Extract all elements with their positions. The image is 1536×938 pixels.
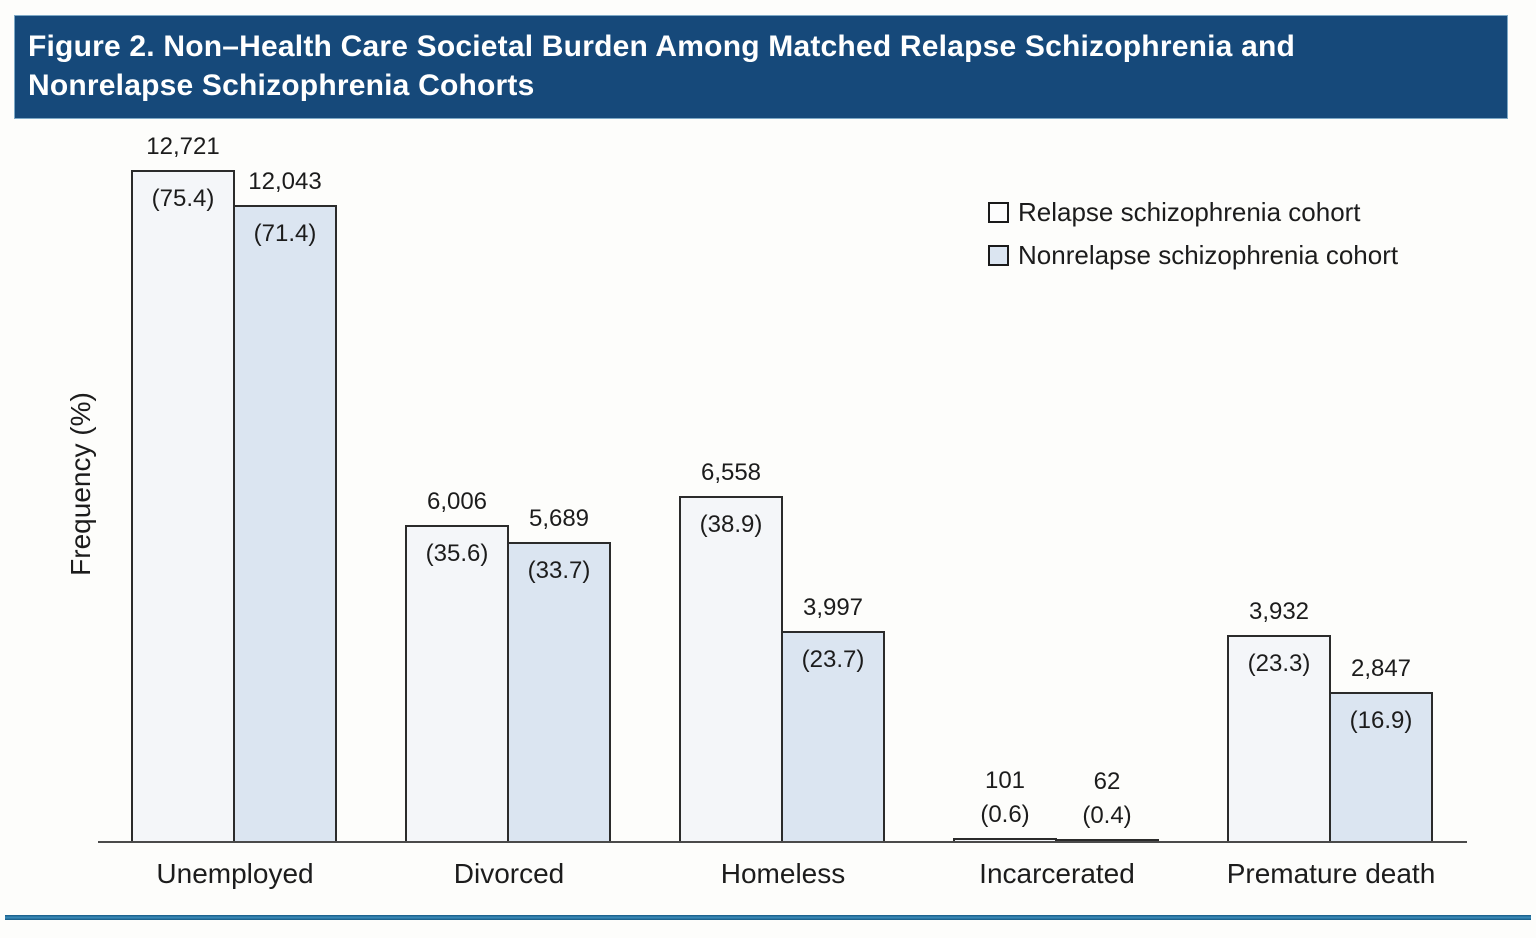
figure-title-line-2: Nonrelapse Schizophrenia Cohorts [28, 69, 535, 102]
category-label-incarcerated: Incarcerated [979, 858, 1135, 889]
legend-swatch-nonrelapse-icon [988, 244, 1009, 266]
bar-percent-label-nonrelapse-homeless: (23.7) [801, 646, 865, 674]
category-label-divorced: Divorced [453, 858, 565, 889]
bar-count-label-relapse-incarcerated: 101 [984, 766, 1026, 794]
bottom-divider-rule [5, 915, 1531, 920]
legend-swatch-relapse-icon [988, 201, 1009, 223]
category-label-unemployed: Unemployed [156, 858, 314, 889]
bar-percent-label-nonrelapse-unemployed: (71.4) [253, 220, 317, 248]
bar-percent-label-relapse-homeless: (38.9) [699, 510, 763, 538]
category-label-homeless: Homeless [720, 858, 846, 889]
legend-item-nonrelapse: Nonrelapse schizophrenia cohort [988, 240, 1398, 270]
x-axis-line [98, 841, 1467, 843]
figure-title-bar: Figure 2. Non–Health Care Societal Burde… [14, 15, 1508, 119]
bar-percent-label-nonrelapse-incarcerated: (0.4) [1082, 802, 1132, 829]
bar-count-label-nonrelapse-premature-death: 2,847 [1350, 655, 1412, 683]
bar-relapse-unemployed [131, 169, 235, 843]
bar-percent-label-relapse-premature-death: (23.3) [1247, 649, 1311, 677]
bar-count-label-relapse-homeless: 6,558 [700, 458, 762, 486]
bar-count-label-nonrelapse-incarcerated: 62 [1093, 768, 1121, 795]
bar-count-label-relapse-divorced: 6,006 [426, 488, 488, 516]
bar-percent-label-relapse-divorced: (35.6) [425, 540, 489, 568]
bar-percent-label-relapse-unemployed: (75.4) [151, 184, 215, 212]
bar-count-label-nonrelapse-homeless: 3,997 [802, 594, 864, 622]
y-axis-label: Frequency (%) [65, 392, 96, 576]
bar-relapse-homeless [679, 495, 783, 843]
bar-nonrelapse-divorced [507, 542, 611, 843]
legend-label-relapse: Relapse schizophrenia cohort [1018, 196, 1361, 227]
bar-count-label-relapse-premature-death: 3,932 [1248, 597, 1310, 625]
legend-label-nonrelapse: Nonrelapse schizophrenia cohort [1018, 239, 1399, 270]
bar-count-label-nonrelapse-unemployed: 12,043 [248, 168, 322, 196]
bar-nonrelapse-unemployed [233, 205, 337, 843]
bar-percent-label-nonrelapse-divorced: (33.7) [527, 557, 591, 585]
bar-count-label-relapse-unemployed: 12,721 [146, 132, 220, 160]
bar-count-label-nonrelapse-divorced: 5,689 [528, 505, 590, 533]
bar-relapse-premature-death [1227, 634, 1331, 843]
bar-percent-label-relapse-incarcerated: (0.6) [980, 800, 1030, 828]
figure-title-line-1: Figure 2. Non–Health Care Societal Burde… [28, 30, 1296, 63]
bar-percent-label-nonrelapse-premature-death: (16.9) [1349, 707, 1413, 735]
category-label-premature-death: Premature death [1226, 858, 1436, 889]
legend: Relapse schizophrenia cohort Nonrelapse … [988, 197, 1398, 283]
legend-item-relapse: Relapse schizophrenia cohort [988, 197, 1398, 227]
bar-relapse-divorced [405, 525, 509, 843]
